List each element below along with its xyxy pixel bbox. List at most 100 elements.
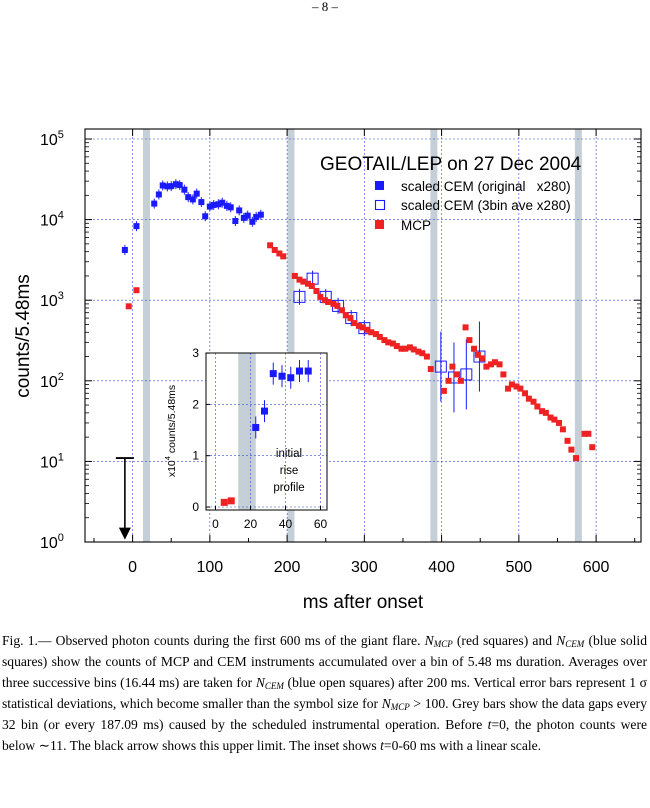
mcp-point-27 <box>381 337 388 344</box>
mcp-point-7 <box>296 276 303 283</box>
mcp-point-10 <box>308 283 315 290</box>
mcp-point-62 <box>539 408 546 415</box>
cem-point-4 <box>159 182 166 189</box>
mcp-point-46 <box>471 345 478 352</box>
upper-limit-arrowhead <box>118 527 131 540</box>
mcp-point-69 <box>568 446 575 453</box>
mcp-point-11 <box>313 288 320 295</box>
mcp-point-33 <box>406 344 413 351</box>
caption-n-mcp: NMCP <box>424 633 453 649</box>
y-tick-label-2: 102 <box>40 371 64 391</box>
page-number: – 8 – <box>312 0 338 14</box>
cem-point-20 <box>227 204 234 211</box>
caption-text-3: (blue open squares) after 200 ms. Vertic… <box>2 675 647 711</box>
cem-point-11 <box>189 196 196 203</box>
legend-marker-mcp <box>375 220 384 229</box>
mcp-point-39 <box>440 387 447 394</box>
cem-point-18 <box>219 199 226 206</box>
gap-bar-1 <box>287 129 295 542</box>
mcp-point-24 <box>368 329 375 336</box>
cem-point-27 <box>257 211 264 218</box>
mcp-point-52 <box>496 361 503 368</box>
mcp-point-31 <box>398 345 405 352</box>
inset-cem-point-2 <box>269 370 277 378</box>
mcp-point-41 <box>449 363 456 370</box>
mcp-point-37 <box>423 353 430 360</box>
mcp-point-60 <box>530 398 537 405</box>
mcp-point-4 <box>276 250 283 257</box>
inset-axis-ticks: 0 20 40 60 0 1 2 3 <box>192 346 327 531</box>
cem-point-14 <box>202 213 209 220</box>
gap-bar-2 <box>430 129 438 542</box>
x-tick-label-6: 600 <box>583 559 610 576</box>
figure-caption: Fig. 1.— Observed photon counts during t… <box>2 630 647 756</box>
mcp-point-43 <box>457 377 464 384</box>
cem-point-5 <box>164 183 171 190</box>
mcp-point-23 <box>364 326 371 333</box>
mcp-point-13 <box>321 297 328 304</box>
caption-text-6: =0-60 ms with a linear scale. <box>383 738 542 753</box>
cem3-point-8 <box>460 368 473 381</box>
mcp-point-50 <box>488 361 495 368</box>
cem3-point-7 <box>447 371 460 384</box>
mcp-point-12 <box>317 293 324 300</box>
mcp-point-45 <box>466 337 473 344</box>
legend-label-cem-original: scaled CEM (original x280) <box>401 179 571 194</box>
mcp-point-32 <box>402 345 409 352</box>
mcp-point-36 <box>419 350 426 357</box>
mcp-point-48 <box>479 355 486 362</box>
mcp-point-51 <box>491 359 498 366</box>
inset-background <box>206 353 327 510</box>
mcp-point-56 <box>513 383 520 390</box>
mcp-point-73 <box>589 444 596 451</box>
mcp-point-28 <box>385 339 392 346</box>
inset-y-tick-label-0: 0 <box>192 500 199 514</box>
cem-point-15 <box>206 203 213 210</box>
caption-text-5: =0, the photon counts were below ∼11. Th… <box>2 717 648 753</box>
cem-point-12 <box>193 190 200 197</box>
mcp-point-49 <box>483 363 490 370</box>
mcp-point-14 <box>325 298 332 305</box>
mcp-point-67 <box>559 426 566 433</box>
mcp-point-53 <box>500 371 507 378</box>
mcp-point-66 <box>556 419 563 426</box>
inset-data-points <box>220 360 312 506</box>
mcp-point-6 <box>291 272 298 279</box>
caption-t-var: t <box>487 717 492 732</box>
gap-bars <box>143 129 582 542</box>
cem3-point-0 <box>293 290 306 303</box>
y-tick-label-1: 101 <box>40 451 64 471</box>
mcp-point-2 <box>267 242 274 249</box>
mcp-point-70 <box>573 455 580 462</box>
x-axis-label: ms after onset <box>303 592 424 613</box>
cem-point-8 <box>176 182 183 189</box>
mcp-point-34 <box>410 346 417 353</box>
x-tick-label-2: 200 <box>274 559 301 576</box>
caption-t-var-2: t <box>380 738 384 753</box>
mcp-point-5 <box>280 253 287 260</box>
cem3-point-6 <box>434 360 447 373</box>
mcp-point-55 <box>508 381 515 388</box>
chart-title: GEOTAIL/LEP on 27 Dec 2004 <box>320 154 582 175</box>
inset-gap-band-rect <box>238 353 256 510</box>
inset-cem-point-0 <box>252 423 260 431</box>
upper-limit-arrow <box>115 457 134 540</box>
mcp-point-58 <box>522 390 529 397</box>
x-tick-label-5: 500 <box>505 559 532 576</box>
cem-point-22 <box>236 207 243 214</box>
inset-x-tick-label-3: 60 <box>314 517 328 531</box>
mcp-point-21 <box>355 322 362 329</box>
mcp-point-25 <box>372 331 379 338</box>
mcp-point-18 <box>342 312 349 319</box>
mcp-point-22 <box>359 324 366 331</box>
cem-point-9 <box>181 186 188 193</box>
mcp-point-8 <box>300 278 307 285</box>
inset-y-tick-label-3: 3 <box>192 346 199 360</box>
mcp-point-15 <box>330 300 337 307</box>
cem-point-25 <box>249 218 256 225</box>
legend-label-cem-3bin: scaled CEM (3bin ave x280) <box>401 198 571 213</box>
legend-marker-cem-3bin <box>374 199 386 211</box>
cem-point-1 <box>133 223 140 230</box>
mcp-point-59 <box>525 395 532 402</box>
